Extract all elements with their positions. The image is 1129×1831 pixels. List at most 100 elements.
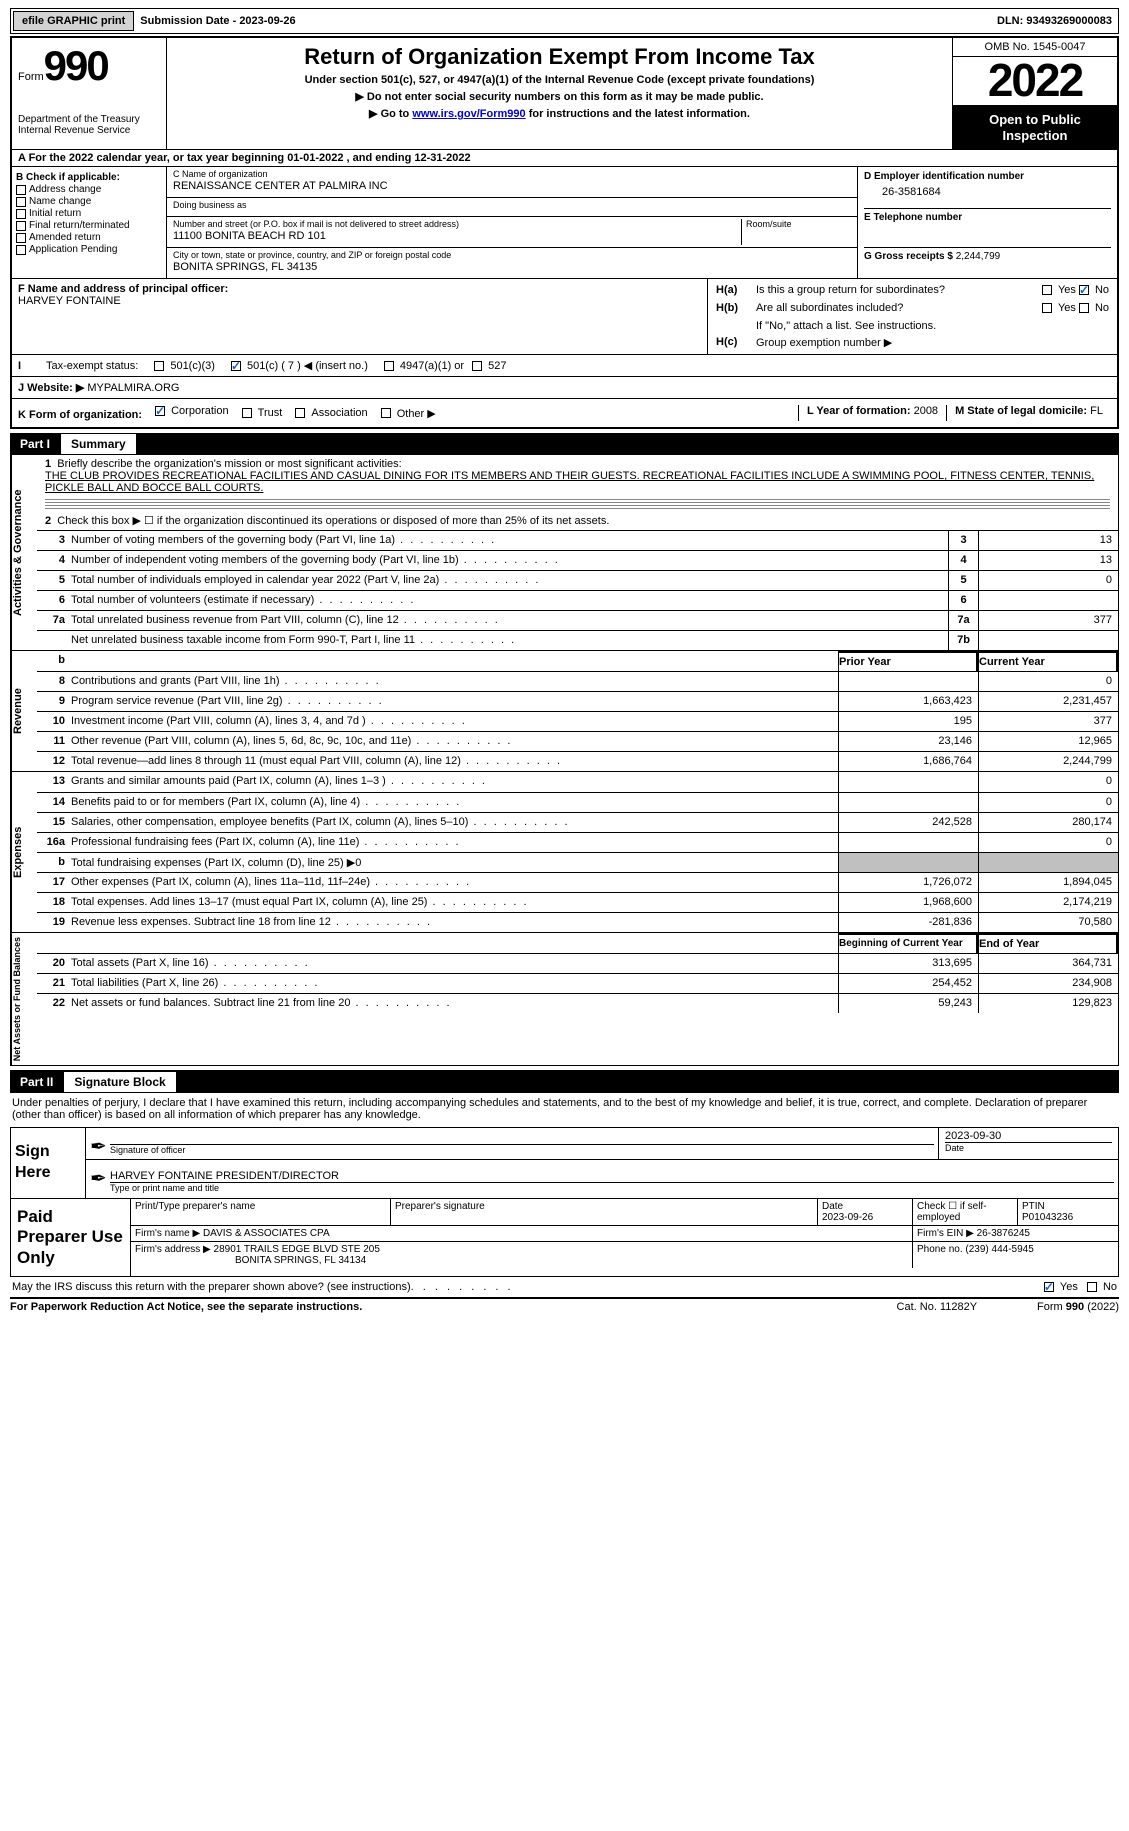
cb-application-pending[interactable] bbox=[16, 245, 26, 255]
firm-addr-2: BONITA SPRINGS, FL 34134 bbox=[135, 1255, 366, 1266]
form-org-label: K Form of organization: bbox=[18, 409, 142, 421]
ptin-label: PTIN bbox=[1022, 1201, 1045, 1212]
dept-treasury: Department of the Treasury bbox=[18, 114, 160, 125]
opt-name-change: Name change bbox=[29, 196, 91, 207]
state-domicile-label: M State of legal domicile: bbox=[955, 405, 1087, 417]
line-11: 11Other revenue (Part VIII, column (A), … bbox=[37, 731, 1118, 751]
pen-icon: ✒ bbox=[86, 1128, 106, 1159]
form-subtitle: Under section 501(c), 527, or 4947(a)(1)… bbox=[173, 74, 946, 86]
opt-association: Association bbox=[311, 407, 367, 419]
header-right: OMB No. 1545-0047 2022 Open to Public In… bbox=[952, 38, 1117, 149]
cb-initial-return[interactable] bbox=[16, 209, 26, 219]
cb-527[interactable] bbox=[472, 361, 482, 371]
cb-501c[interactable] bbox=[231, 361, 241, 371]
opt-address-change: Address change bbox=[29, 184, 101, 195]
city-label: City or town, state or province, country… bbox=[173, 250, 851, 260]
officer-printed-name: HARVEY FONTAINE PRESIDENT/DIRECTOR bbox=[110, 1162, 1114, 1182]
cb-trust[interactable] bbox=[242, 408, 252, 418]
submission-date: Submission Date - 2023-09-26 bbox=[136, 15, 299, 27]
cb-4947[interactable] bbox=[384, 361, 394, 371]
line-17: 17Other expenses (Part IX, column (A), l… bbox=[37, 872, 1118, 892]
form-header: Form990 Department of the Treasury Inter… bbox=[10, 36, 1119, 149]
form-note-1: ▶ Do not enter social security numbers o… bbox=[173, 90, 946, 103]
row-k: K Form of organization: Corporation Trus… bbox=[10, 398, 1119, 429]
efile-print-button[interactable]: efile GRAPHIC print bbox=[13, 11, 134, 31]
column-b: B Check if applicable: Address change Na… bbox=[12, 167, 167, 278]
cb-name-change[interactable] bbox=[16, 197, 26, 207]
opt-527: 527 bbox=[488, 360, 506, 372]
section-f-h: F Name and address of principal officer:… bbox=[10, 278, 1119, 354]
summary-line-4: 4Number of independent voting members of… bbox=[37, 550, 1118, 570]
cb-other[interactable] bbox=[381, 408, 391, 418]
cb-ha-no[interactable] bbox=[1079, 285, 1089, 295]
form-990-page: efile GRAPHIC print Submission Date - 20… bbox=[0, 0, 1129, 1321]
form-title: Return of Organization Exempt From Incom… bbox=[173, 44, 946, 70]
street-value: 11100 BONITA BEACH RD 101 bbox=[173, 229, 741, 245]
cb-hb-yes[interactable] bbox=[1042, 303, 1052, 313]
opt-amended-return: Amended return bbox=[29, 232, 101, 243]
cb-discuss-no[interactable] bbox=[1087, 1282, 1097, 1292]
cb-corporation[interactable] bbox=[155, 406, 165, 416]
tax-year: 2022 bbox=[953, 57, 1117, 106]
street-label: Number and street (or P.O. box if mail i… bbox=[173, 219, 741, 229]
summary-revenue: Revenue bPrior YearCurrent Year 8Contrib… bbox=[10, 651, 1119, 772]
row-a-tax-year: A For the 2022 calendar year, or tax yea… bbox=[10, 149, 1119, 167]
firm-name-label: Firm's name ▶ bbox=[135, 1228, 200, 1239]
cb-hb-no[interactable] bbox=[1079, 303, 1089, 313]
irs-label: Internal Revenue Service bbox=[18, 125, 160, 136]
footer-bar: For Paperwork Reduction Act Notice, see … bbox=[10, 1297, 1119, 1313]
summary-line-7a: 7aTotal unrelated business revenue from … bbox=[37, 610, 1118, 630]
opt-4947: 4947(a)(1) or bbox=[400, 360, 464, 372]
gross-receipts-label: G Gross receipts $ bbox=[864, 251, 953, 262]
ha-text: Is this a group return for subordinates? bbox=[754, 283, 1009, 299]
cb-address-change[interactable] bbox=[16, 185, 26, 195]
line-14: 14Benefits paid to or for members (Part … bbox=[37, 792, 1118, 812]
cat-number: Cat. No. 11282Y bbox=[897, 1301, 978, 1313]
firm-phone-label: Phone no. bbox=[917, 1244, 963, 1255]
box-h: H(a)Is this a group return for subordina… bbox=[707, 279, 1117, 354]
cb-association[interactable] bbox=[295, 408, 305, 418]
cb-ha-yes[interactable] bbox=[1042, 285, 1052, 295]
opt-trust: Trust bbox=[258, 407, 283, 419]
dln: DLN: 93493269000083 bbox=[993, 15, 1118, 27]
cb-discuss-yes[interactable] bbox=[1044, 1282, 1054, 1292]
prep-sig-label: Preparer's signature bbox=[391, 1199, 818, 1225]
org-name-label: C Name of organization bbox=[173, 169, 851, 179]
cb-final-return[interactable] bbox=[16, 221, 26, 231]
prep-date: 2023-09-26 bbox=[822, 1212, 873, 1223]
website-value: MYPALMIRA.ORG bbox=[87, 382, 179, 394]
city-value: BONITA SPRINGS, FL 34135 bbox=[173, 260, 851, 276]
end-year-header: End of Year bbox=[978, 933, 1118, 953]
sign-here-block: Sign Here ✒ Signature of officer 2023-09… bbox=[10, 1127, 1119, 1199]
column-d-e-g: D Employer identification number 26-3581… bbox=[857, 167, 1117, 278]
form-footer: Form 990 (2022) bbox=[1037, 1301, 1119, 1313]
officer-label: F Name and address of principal officer: bbox=[18, 283, 701, 295]
part-ii-title: Signature Block bbox=[63, 1071, 176, 1093]
line-19: 19Revenue less expenses. Subtract line 1… bbox=[37, 912, 1118, 932]
opt-final-return: Final return/terminated bbox=[29, 220, 130, 231]
opt-501c: 501(c) ( 7 ) ◀ (insert no.) bbox=[247, 359, 368, 372]
beginning-year-header: Beginning of Current Year bbox=[838, 933, 978, 953]
firm-ein: 26-3876245 bbox=[977, 1228, 1030, 1239]
state-domicile: FL bbox=[1090, 405, 1103, 417]
cb-amended-return[interactable] bbox=[16, 233, 26, 243]
cb-501c3[interactable] bbox=[154, 361, 164, 371]
year-formation: 2008 bbox=[914, 405, 938, 417]
vtab-net-assets: Net Assets or Fund Balances bbox=[11, 933, 37, 1065]
opt-initial-return: Initial return bbox=[29, 208, 81, 219]
phone-value bbox=[864, 223, 1111, 247]
paid-preparer-label: Paid Preparer Use Only bbox=[11, 1199, 131, 1276]
dba-value bbox=[173, 210, 851, 214]
phone-label: E Telephone number bbox=[864, 208, 1111, 223]
summary-expenses: Expenses 13Grants and similar amounts pa… bbox=[10, 772, 1119, 933]
part-ii-num: Part II bbox=[10, 1072, 63, 1092]
pra-notice: For Paperwork Reduction Act Notice, see … bbox=[10, 1301, 362, 1313]
irs-link[interactable]: www.irs.gov/Form990 bbox=[412, 108, 525, 120]
summary-net-assets: Net Assets or Fund Balances Beginning of… bbox=[10, 933, 1119, 1066]
ptin-value: P01043236 bbox=[1022, 1212, 1073, 1223]
summary-line-5: 5Total number of individuals employed in… bbox=[37, 570, 1118, 590]
org-name: RENAISSANCE CENTER AT PALMIRA INC bbox=[173, 179, 851, 195]
column-c: C Name of organization RENAISSANCE CENTE… bbox=[167, 167, 1117, 278]
opt-corporation: Corporation bbox=[171, 405, 228, 417]
hb-text: Are all subordinates included? bbox=[754, 301, 1009, 317]
